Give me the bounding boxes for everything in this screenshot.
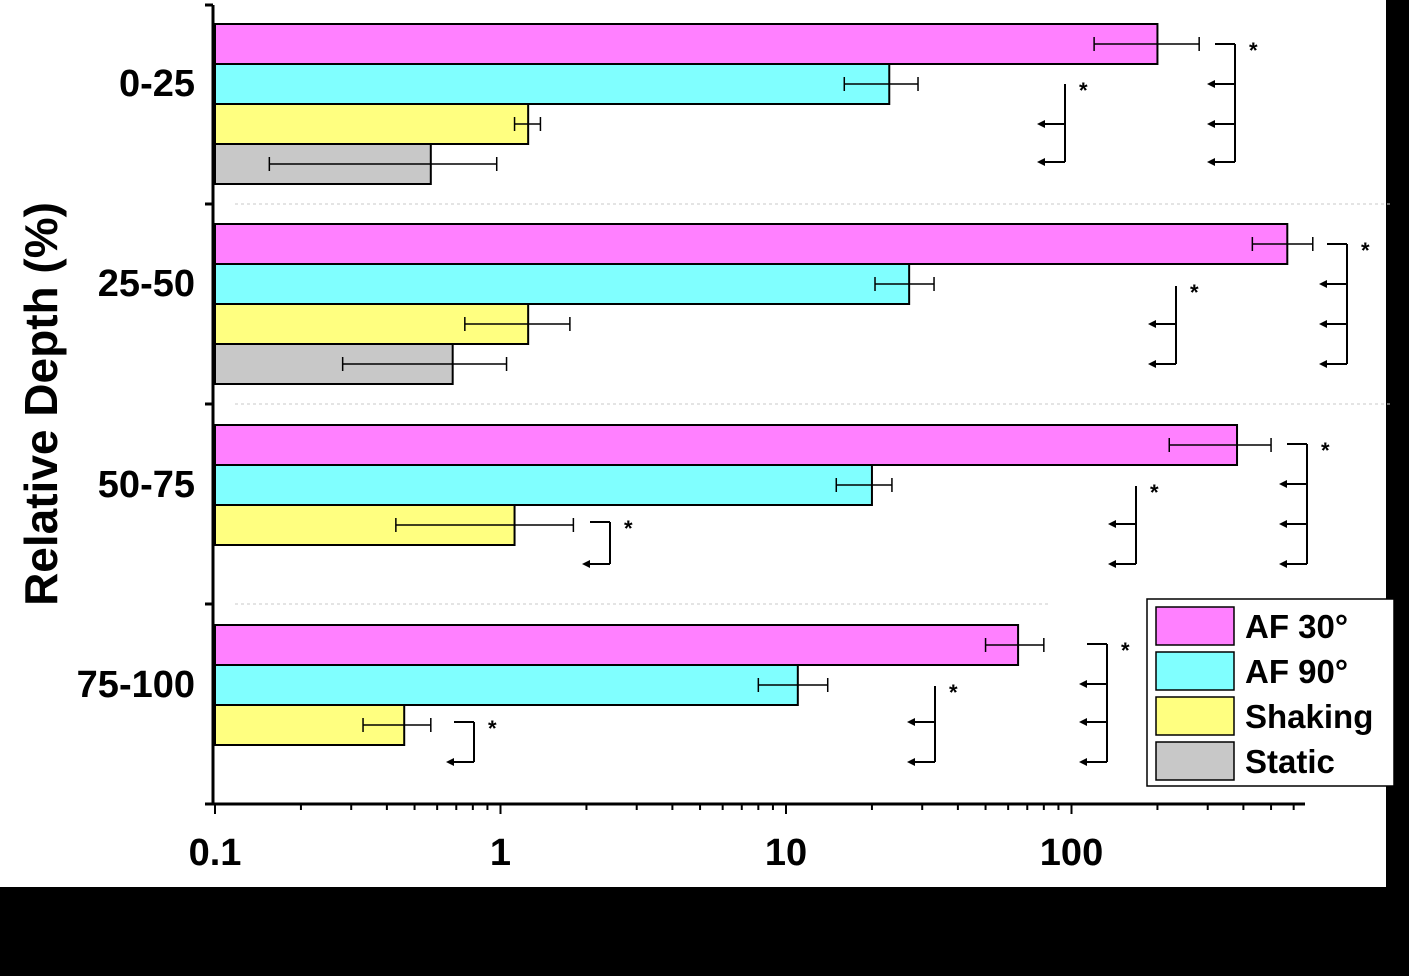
arrow-head bbox=[1319, 360, 1327, 368]
significance-star: * bbox=[1321, 438, 1330, 463]
category-label: 25-50 bbox=[98, 263, 195, 305]
arrow-head bbox=[1279, 560, 1287, 568]
legend-label: AF 90° bbox=[1245, 653, 1348, 690]
arrow-head bbox=[1319, 320, 1327, 328]
bar bbox=[214, 23, 1159, 65]
y-axis-title: Relative Depth (%) bbox=[15, 202, 67, 606]
arrow-head bbox=[907, 758, 915, 766]
significance-star: * bbox=[488, 716, 497, 741]
arrow-head bbox=[1037, 158, 1045, 166]
arrow-head bbox=[1148, 320, 1156, 328]
arrow-head bbox=[1207, 158, 1215, 166]
legend-swatch bbox=[1155, 606, 1235, 646]
legend-swatch bbox=[1155, 741, 1235, 781]
legend-label: AF 30° bbox=[1245, 608, 1348, 645]
plot-area: 0-25 25-50 50-75 75-100 0.1 1 10 100 * * * * * * * * * * A… bbox=[77, 3, 1395, 874]
arrow-head bbox=[1079, 758, 1087, 766]
arrow-head bbox=[1079, 680, 1087, 688]
x-tick-label: 1 bbox=[490, 832, 511, 874]
arrow-head bbox=[1148, 360, 1156, 368]
bar bbox=[214, 223, 1289, 265]
bar bbox=[214, 624, 1020, 666]
arrow-head bbox=[1279, 520, 1287, 528]
category-label: 75-100 bbox=[77, 664, 195, 706]
bar bbox=[214, 263, 911, 305]
arrow-head bbox=[1279, 480, 1287, 488]
significance-star: * bbox=[1079, 78, 1088, 103]
significance-star: * bbox=[949, 680, 958, 705]
arrow-head bbox=[1207, 120, 1215, 128]
bar bbox=[214, 424, 1239, 466]
arrow-head bbox=[1037, 120, 1045, 128]
legend-swatch bbox=[1155, 651, 1235, 691]
significance-star: * bbox=[1361, 238, 1370, 263]
arrow-head bbox=[1207, 80, 1215, 88]
significance-star: * bbox=[1190, 280, 1199, 305]
significance-star: * bbox=[1150, 480, 1159, 505]
category-label: 50-75 bbox=[98, 464, 195, 506]
bar bbox=[214, 63, 891, 105]
bar bbox=[214, 103, 530, 145]
legend-label: Shaking bbox=[1245, 698, 1373, 735]
bar bbox=[214, 664, 799, 706]
category-label: 0-25 bbox=[119, 63, 195, 105]
arrow-head bbox=[446, 758, 454, 766]
significance-star: * bbox=[1121, 638, 1130, 663]
arrow-head bbox=[1108, 520, 1116, 528]
arrow-head bbox=[1108, 560, 1116, 568]
bar bbox=[214, 464, 873, 506]
significance-star: * bbox=[1249, 38, 1258, 63]
significance-star: * bbox=[624, 516, 633, 541]
legend-swatch bbox=[1155, 696, 1235, 736]
arrow-head bbox=[1079, 718, 1087, 726]
x-tick-label: 10 bbox=[765, 832, 807, 874]
arrow-head bbox=[582, 560, 590, 568]
x-tick-label: 0.1 bbox=[189, 832, 242, 874]
arrow-head bbox=[907, 718, 915, 726]
legend-label: Static bbox=[1245, 743, 1335, 780]
x-tick-label: 100 bbox=[1040, 832, 1103, 874]
arrow-head bbox=[1319, 280, 1327, 288]
